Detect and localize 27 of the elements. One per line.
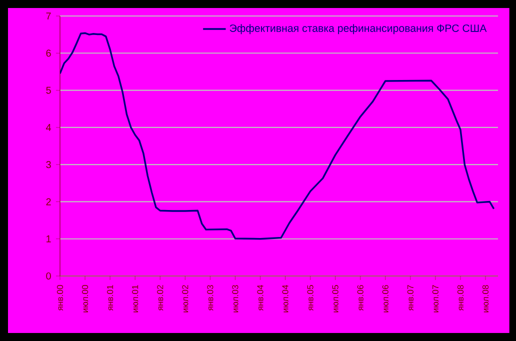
x-tick-label: июл.04 [282,284,288,312]
legend-label: Эффективная ставка рефинансирования ФРС США [230,24,487,34]
x-tick-label: янв.05 [307,285,314,311]
x-tick-label: июл.05 [332,285,338,312]
x-tick-label: янв.01 [107,285,114,311]
x-tick-label: янв.03 [207,285,214,311]
y-tick-label: 7 [46,12,51,20]
x-tick-label: янв.07 [407,285,414,311]
x-tick-label: июл.07 [432,285,438,312]
x-tick-label: янв.04 [257,284,264,311]
y-tick-label: 4 [46,124,52,131]
x-tick-label: янв.00 [56,285,64,311]
y-tick-label: 0 [46,272,51,280]
x-tick-label: янв.02 [157,285,164,311]
x-tick-label: июл.01 [132,285,138,312]
x-tick-label: янв.06 [357,285,364,311]
x-tick-label: июл.03 [232,285,238,312]
x-tick-label: янв.08 [457,285,464,311]
x-tick-label: июл.02 [182,285,188,312]
y-tick-label: 6 [46,50,51,57]
x-tick-label: июл.06 [382,285,388,312]
y-tick-label: 2 [46,198,51,206]
y-tick-label: 1 [46,235,51,242]
x-tick-label: июл.00 [82,285,88,312]
x-tick-label: июл.08 [482,285,489,312]
y-tick-label: 5 [46,86,51,94]
y-tick-label: 3 [46,161,51,168]
